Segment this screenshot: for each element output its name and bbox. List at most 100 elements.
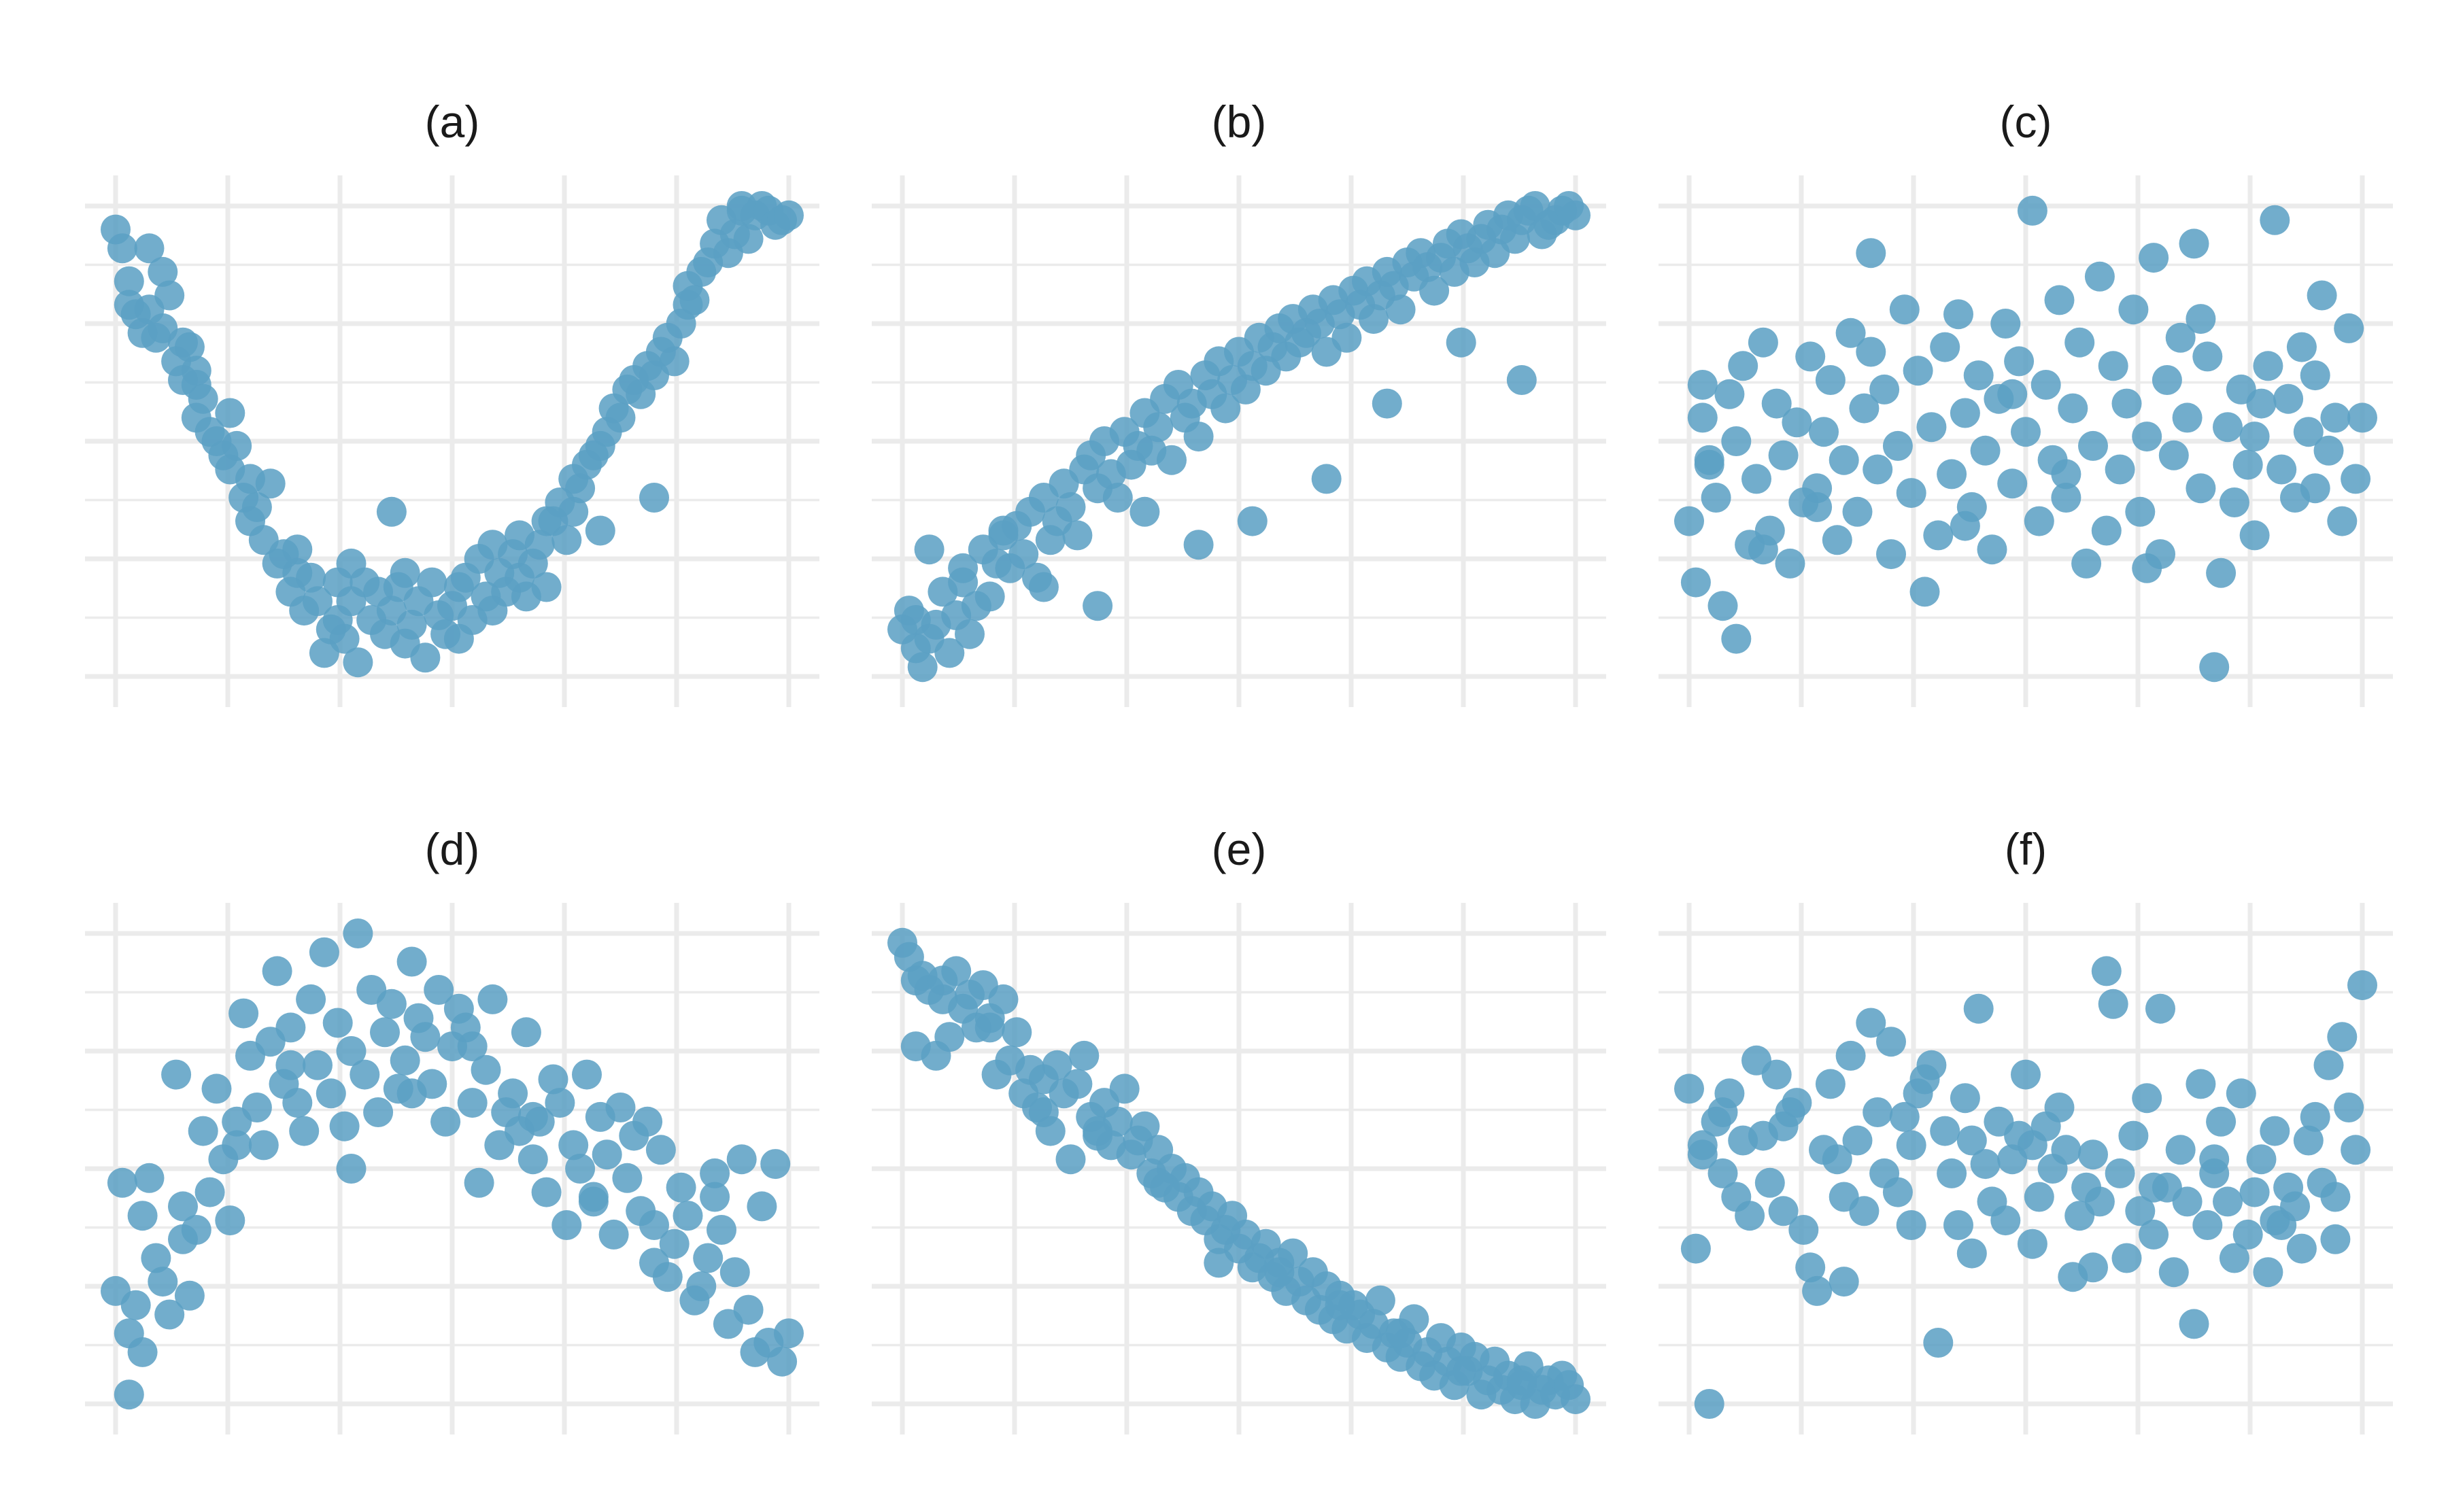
- scatter-point: [1365, 1285, 1395, 1316]
- scatter-point: [1714, 1078, 1745, 1109]
- scatter-point: [1863, 454, 1893, 485]
- scatter-point: [1359, 304, 1389, 334]
- scatter-point: [168, 1224, 198, 1254]
- scatter-point: [161, 1059, 192, 1090]
- scatter-point: [2071, 548, 2102, 579]
- panel-points-b: [887, 191, 1591, 683]
- scatter-point: [303, 586, 333, 617]
- scatter-point: [1230, 374, 1261, 405]
- scatter-point: [2186, 1069, 2216, 1099]
- scatter-point: [1950, 398, 1980, 428]
- scatter-point: [477, 530, 508, 560]
- scatter-point: [2206, 557, 2237, 588]
- scatter-point: [2051, 1135, 2081, 1165]
- scatter-point: [1835, 1040, 1866, 1071]
- scatter-point: [1990, 309, 2021, 339]
- scatter-point: [201, 1073, 232, 1104]
- scatter-point: [1707, 591, 1738, 621]
- scatter-point: [127, 1337, 158, 1367]
- scatter-point: [955, 619, 985, 649]
- panel-e: (e): [872, 824, 1606, 1434]
- scatter-point: [1102, 483, 1133, 513]
- scatter-point: [2307, 280, 2337, 311]
- scatter-point: [1856, 238, 1886, 269]
- scatter-point: [1680, 1233, 1711, 1264]
- scatter-point: [2098, 351, 2128, 381]
- scatter-point: [679, 285, 710, 315]
- scatter-point: [2239, 422, 2270, 452]
- scatter-point: [222, 1130, 252, 1161]
- scatter-point: [2253, 1257, 2283, 1288]
- scatter-point: [1802, 1275, 1833, 1306]
- scatter-point: [1950, 1083, 1980, 1114]
- scatter-point: [148, 1267, 178, 1297]
- scatter-point: [396, 609, 427, 640]
- scatter-point: [551, 1210, 582, 1240]
- scatter-point: [1788, 1215, 1819, 1245]
- scatter-point: [928, 965, 958, 996]
- scatter-point: [974, 581, 1005, 612]
- scatter-point: [1083, 591, 1113, 621]
- scatter-point: [934, 1022, 965, 1052]
- scatter-point: [1506, 1365, 1537, 1396]
- scatter-point: [1761, 388, 1792, 419]
- scatter-point: [2044, 1093, 2075, 1122]
- scatter-point: [1923, 1328, 1954, 1358]
- scatter-point: [477, 984, 508, 1014]
- scatter-point: [1815, 365, 1846, 395]
- scatter-point: [363, 1097, 394, 1127]
- panel-grid-d: [85, 903, 819, 1434]
- scatter-point: [424, 975, 454, 1005]
- scatter-point: [1687, 370, 1718, 400]
- scatter-point: [2253, 351, 2283, 381]
- scatter-point: [114, 266, 144, 296]
- scatter-point: [262, 956, 292, 986]
- scatter-point: [1694, 445, 1724, 475]
- scatter-point: [1055, 1144, 1086, 1175]
- scatter-point: [1856, 1008, 1886, 1038]
- scatter-point: [1956, 1125, 1987, 1156]
- scatter-point: [107, 233, 137, 264]
- scatter-point: [1748, 327, 1778, 358]
- scatter-point: [2334, 1093, 2364, 1122]
- scatter-point: [1714, 379, 1745, 409]
- scatter-point: [2260, 1116, 2290, 1146]
- scatter-point: [1882, 1177, 1913, 1207]
- scatter-point: [1997, 468, 2028, 499]
- scatter-point: [1028, 572, 1059, 602]
- scatter-point: [2158, 440, 2189, 470]
- scatter-point: [524, 530, 555, 560]
- scatter-point: [350, 1059, 380, 1090]
- scatter-point: [733, 224, 764, 254]
- scatter-point: [1311, 464, 1342, 494]
- scatter-point: [2139, 1219, 2169, 1250]
- scatter-point: [1446, 1356, 1476, 1386]
- scatter-point: [2118, 1120, 2149, 1151]
- scatter-point: [1990, 1205, 2021, 1236]
- scatter-point: [2084, 1186, 2115, 1217]
- scatter-point: [1687, 1139, 1718, 1170]
- scatter-point: [760, 1149, 791, 1180]
- scatter-point: [2226, 1078, 2256, 1109]
- panel-title-a: (a): [425, 97, 480, 147]
- scatter-point: [1842, 496, 1873, 527]
- scatter-point: [572, 1059, 602, 1090]
- scatter-point: [241, 1093, 272, 1122]
- scatter-point: [1882, 430, 1913, 461]
- scatter-point: [2139, 1172, 2169, 1203]
- scatter-point: [289, 1116, 320, 1146]
- scatter-point: [2199, 1144, 2230, 1175]
- scatter-point: [2320, 402, 2351, 433]
- scatter-point: [1129, 1111, 1160, 1141]
- scatter-point: [2260, 1205, 2290, 1236]
- scatter-point: [2111, 388, 2142, 419]
- scatter-point: [1835, 317, 1866, 348]
- scatter-point: [1829, 445, 1859, 475]
- scatter-point: [296, 562, 326, 593]
- scatter-point: [1775, 548, 1805, 579]
- scatter-point: [707, 1215, 736, 1245]
- scatter-point: [1943, 1210, 1973, 1240]
- scatter-point: [457, 1088, 488, 1118]
- scatter-point: [2293, 1125, 2324, 1156]
